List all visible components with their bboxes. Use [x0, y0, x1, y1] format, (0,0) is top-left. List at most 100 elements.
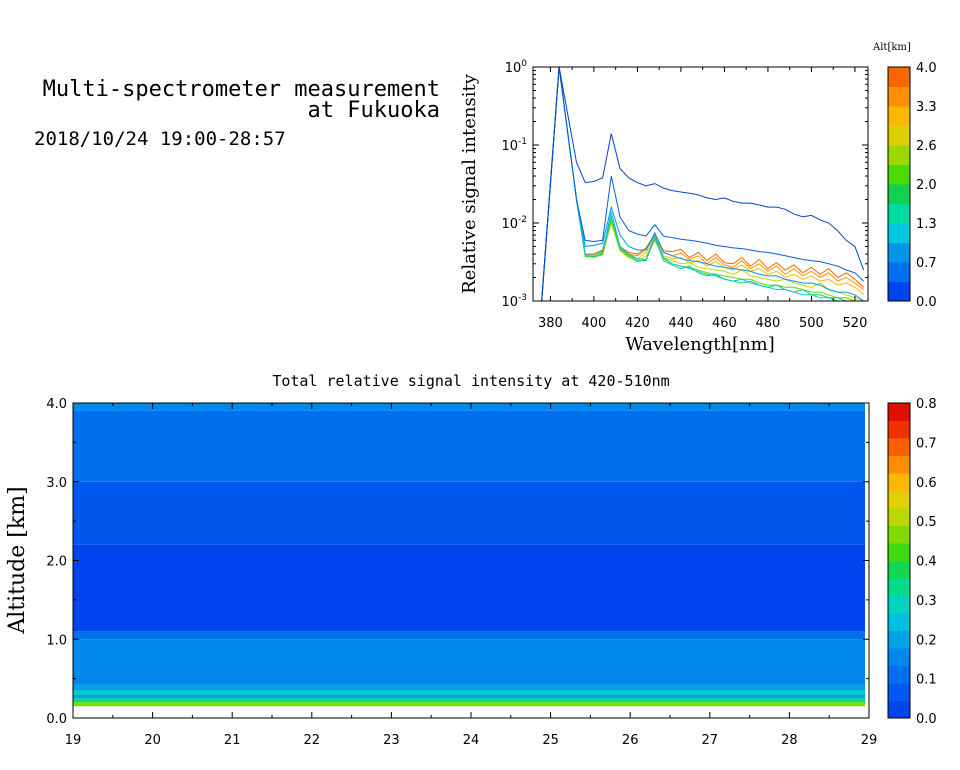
intensity-colorbar-segment: [888, 630, 910, 649]
altitude-colorbar-segment: [888, 281, 910, 302]
heatmap-band: [73, 403, 866, 411]
spectrum-x-axis-label: Wavelength[nm]: [625, 334, 775, 355]
intensity-colorbar-label: 0.1: [916, 673, 937, 688]
intensity-colorbar-label: 0.6: [916, 476, 937, 491]
heatmap-y-tick-label: 0.0: [46, 712, 67, 727]
heatmap-band: [73, 481, 866, 545]
altitude-colorbar-label: 2.6: [916, 139, 937, 154]
intensity-colorbar-segment: [888, 455, 910, 474]
spectrum-x-tick-label: 420: [625, 316, 650, 331]
intensity-colorbar-label: 0.5: [916, 515, 937, 530]
altitude-colorbar-segment: [888, 86, 910, 107]
spectrum-series-line: [541, 66, 864, 302]
intensity-colorbar-segment: [888, 490, 910, 509]
altitude-colorbar-label: 3.3: [916, 100, 937, 115]
altitude-colorbar-segment: [888, 67, 910, 87]
spectrum-y-tick-label: 10-3: [501, 293, 527, 310]
heatmap-x-tick-label: 23: [383, 733, 400, 748]
spectrum-x-tick-label: 460: [712, 316, 737, 331]
altitude-colorbar-segment: [888, 145, 910, 165]
heatmap-x-tick-label: 29: [861, 733, 878, 748]
spectrum-y-tick-label: 100: [505, 59, 528, 76]
heatmap-y-tick-label: 2.0: [46, 555, 67, 570]
spectrum-y-axis-label: Relative signal intensity: [459, 73, 480, 294]
heatmap-band: [73, 631, 866, 640]
altitude-colorbar-segment: [888, 203, 910, 224]
intensity-colorbar-segment: [888, 578, 910, 596]
spectrum-series-line: [541, 66, 864, 302]
spectrum-series-line: [541, 66, 864, 302]
intensity-colorbar-frame: [887, 402, 911, 719]
heatmap-x-tick-label: 27: [702, 733, 719, 748]
intensity-colorbar-segment: [888, 683, 910, 701]
heatmap-x-tick-label: 28: [781, 733, 798, 748]
intensity-colorbar-segment: [888, 543, 910, 561]
intensity-colorbar-segment: [888, 420, 910, 439]
intensity-colorbar-segment: [888, 595, 910, 614]
heatmap-x-tick-label: 24: [463, 733, 480, 748]
altitude-colorbar-segment: [888, 262, 910, 282]
altitude-colorbar-segment: [888, 164, 910, 185]
altitude-colorbar-segment: [888, 242, 910, 263]
altitude-colorbar-label: 0.7: [916, 256, 937, 271]
spectrum-series-group: [541, 66, 865, 302]
heatmap-band: [73, 684, 866, 691]
spectrum-line-chart: 380 400 420 440 460 480 500 520 10-3 10-2 10-1 100…: [459, 42, 937, 355]
intensity-colorbar-segment: [888, 665, 910, 684]
spectrum-series-line: [541, 66, 864, 302]
heatmap-x-tick-label: 22: [304, 733, 321, 748]
altitude-colorbar-segment: [888, 125, 910, 146]
heatmap-band: [73, 698, 866, 703]
altitude-colorbar-segment: [888, 106, 910, 126]
spectrum-x-tick-label: 380: [538, 316, 563, 331]
altitude-time-heatmap: Total relative signal intensity at 420-5…: [5, 372, 937, 748]
altitude-colorbar-label: 1.3: [916, 217, 937, 232]
intensity-colorbar-label: 0.0: [916, 712, 937, 727]
figure-title-line1: Multi-spectrometer measurement: [43, 77, 440, 102]
intensity-colorbar-segment: [888, 473, 910, 491]
intensity-colorbar-segment: [888, 508, 910, 526]
altitude-colorbar-label: 2.0: [916, 178, 937, 193]
intensity-colorbar-label: 0.4: [916, 555, 937, 570]
heatmap-y-tick-label: 3.0: [46, 476, 67, 491]
measurement-datetime: 2018/10/24 19:00-28:57: [34, 128, 286, 150]
spectrum-plot-frame: [532, 66, 869, 302]
heatmap-title: Total relative signal intensity at 420-5…: [272, 372, 669, 390]
heatmap-y-tick-label: 4.0: [46, 397, 67, 412]
heatmap-y-axis-ticks: 0.0 1.0 2.0 3.0 4.0: [46, 397, 869, 727]
heatmap-x-tick-label: 19: [65, 733, 82, 748]
heatmap-x-tick-label: 21: [224, 733, 241, 748]
heatmap-band: [73, 410, 866, 482]
spectrum-series-line: [541, 66, 864, 302]
intensity-colorbar-segment: [888, 525, 910, 544]
intensity-colorbar-segment: [888, 560, 910, 579]
heatmap-band: [73, 544, 866, 632]
heatmap-band: [73, 639, 866, 685]
altitude-colorbar-frame: [887, 66, 911, 302]
spectrum-series-line: [541, 66, 864, 302]
spectrum-x-tick-label: 440: [669, 316, 694, 331]
intensity-colorbar-segment: [888, 403, 910, 421]
altitude-colorbar-segment: [888, 184, 910, 204]
spectrum-x-axis-ticks: 380 400 420 440 460 480 500 520: [538, 67, 867, 331]
intensity-colorbar-segment: [888, 613, 910, 631]
heatmap-x-axis-ticks: 19 20 21 22 23 24 25 26 27 28 29: [65, 403, 878, 748]
spectrum-x-tick-label: 480: [756, 316, 781, 331]
intensity-colorbar-label: 0.8: [916, 397, 937, 412]
figure-title-line2: at Fukuoka: [308, 98, 440, 123]
spectrum-y-tick-label: 10-2: [501, 215, 527, 232]
spectrum-series-line: [541, 66, 864, 302]
heatmap-y-axis-label: Altitude [km]: [5, 486, 30, 634]
altitude-colorbar: 0.0 0.7 1.3 2.0 2.6 3.3 4.0: [887, 61, 937, 310]
altitude-colorbar-title: Alt[km]: [872, 42, 911, 53]
spectrum-series-line: [541, 66, 864, 302]
spectrum-x-tick-label: 520: [843, 316, 868, 331]
spectrum-y-tick-label: 10-1: [501, 137, 527, 154]
spectrum-x-tick-label: 400: [581, 316, 606, 331]
intensity-colorbar: 0.0 0.1 0.2 0.3 0.4 0.5 0.6 0.7 0.8: [887, 397, 937, 727]
intensity-colorbar-segment: [888, 438, 910, 456]
heatmap-x-tick-label: 26: [622, 733, 639, 748]
heatmap-x-tick-label: 20: [144, 733, 161, 748]
spectrum-y-axis-ticks: 10-3 10-2 10-1 100: [501, 59, 868, 310]
